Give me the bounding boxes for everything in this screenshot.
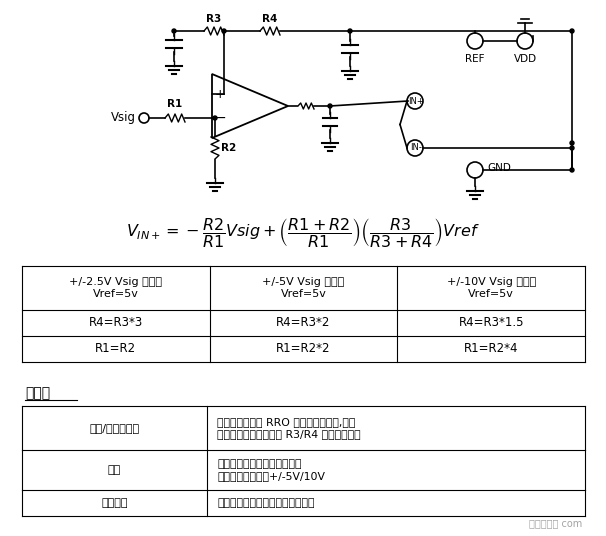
Text: 允许衰减增益和双极性输入。
单电源供电时支持+/-5V/10V: 允许衰减增益和双极性输入。 单电源供电时支持+/-5V/10V bbox=[217, 459, 325, 481]
Text: R4=R3*1.5: R4=R3*1.5 bbox=[458, 316, 524, 330]
Text: R4: R4 bbox=[262, 14, 278, 24]
Text: R4=R3*3: R4=R3*3 bbox=[88, 316, 143, 330]
Text: +: + bbox=[215, 87, 225, 101]
Circle shape bbox=[328, 104, 332, 108]
Text: R1=R2*2: R1=R2*2 bbox=[276, 343, 331, 355]
Text: R1=R2*4: R1=R2*4 bbox=[464, 343, 518, 355]
Text: VDD: VDD bbox=[513, 54, 536, 64]
Circle shape bbox=[570, 168, 574, 172]
Text: 对单电源供电的 RRO 放大器效果良好,因为
放大器输入共模电压由 R3/R4 分压器设置。: 对单电源供电的 RRO 放大器效果良好,因为 放大器输入共模电压由 R3/R4 … bbox=[217, 417, 361, 439]
Circle shape bbox=[570, 29, 574, 33]
Text: 增益: 增益 bbox=[108, 465, 121, 475]
Text: GND: GND bbox=[487, 163, 511, 173]
Text: +/-5V Vsig 范围，
Vref=5v: +/-5V Vsig 范围， Vref=5v bbox=[262, 277, 345, 299]
Text: 高阻抗受放大器的输入漏电流限制: 高阻抗受放大器的输入漏电流限制 bbox=[217, 498, 315, 508]
Text: $V_{IN+} = -\dfrac{R2}{R1}Vsig + \left(\dfrac{R1+R2}{R1}\right)\left(\dfrac{R3}{: $V_{IN+} = -\dfrac{R2}{R1}Vsig + \left(\… bbox=[126, 217, 480, 249]
Text: 裕量/单电源供电: 裕量/单电源供电 bbox=[90, 423, 139, 433]
Circle shape bbox=[213, 116, 217, 120]
Text: −: − bbox=[214, 111, 226, 125]
Text: 利与弊: 利与弊 bbox=[25, 386, 50, 400]
Circle shape bbox=[172, 29, 176, 33]
Circle shape bbox=[570, 141, 574, 145]
Text: IN-: IN- bbox=[410, 144, 422, 153]
Text: R2: R2 bbox=[221, 143, 236, 153]
Text: 输入阻抗: 输入阻抗 bbox=[101, 498, 128, 508]
Text: IN+: IN+ bbox=[408, 96, 424, 106]
Text: R3: R3 bbox=[207, 14, 222, 24]
Text: +/-10V Vsig 范围，
Vref=5v: +/-10V Vsig 范围， Vref=5v bbox=[447, 277, 536, 299]
Circle shape bbox=[222, 29, 226, 33]
Circle shape bbox=[570, 146, 574, 150]
Text: Vsig: Vsig bbox=[111, 110, 136, 123]
Text: 电子发烧友 com: 电子发烧友 com bbox=[529, 518, 582, 528]
Text: REF: REF bbox=[465, 54, 485, 64]
Text: +/-2.5V Vsig 范围，
Vref=5v: +/-2.5V Vsig 范围， Vref=5v bbox=[69, 277, 162, 299]
Text: R1=R2: R1=R2 bbox=[95, 343, 136, 355]
Circle shape bbox=[348, 29, 352, 33]
Text: R1: R1 bbox=[167, 99, 182, 109]
Text: R4=R3*2: R4=R3*2 bbox=[276, 316, 331, 330]
